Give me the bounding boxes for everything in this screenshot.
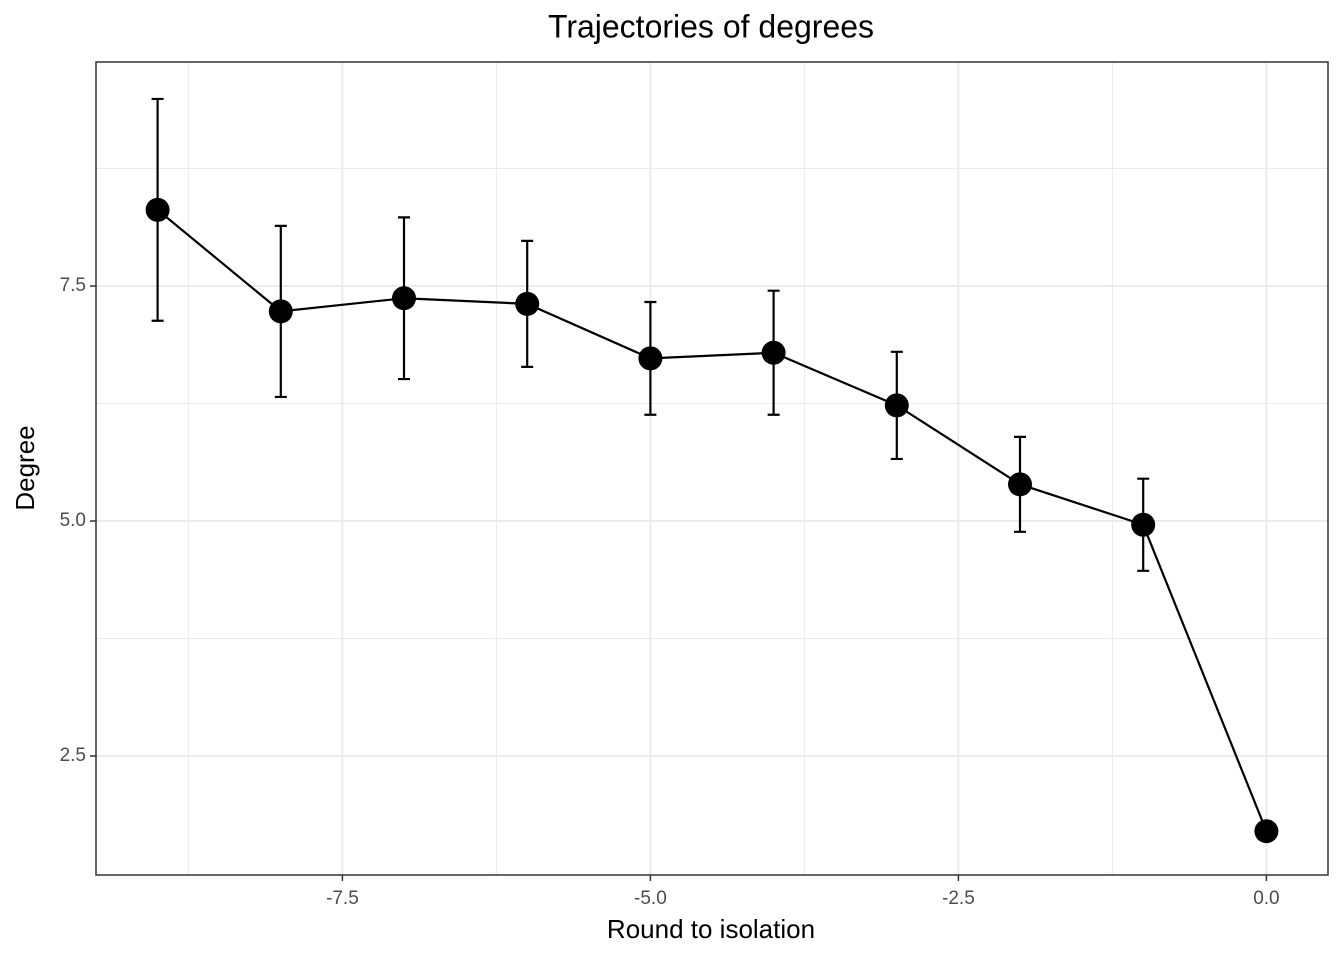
- point: [1131, 512, 1156, 537]
- point: [392, 286, 416, 311]
- point: [145, 197, 170, 222]
- point: [884, 393, 909, 418]
- plot-border: [95, 61, 1329, 876]
- point: [515, 291, 540, 316]
- point: [638, 346, 663, 371]
- y-tick-label: 5.0: [60, 510, 86, 531]
- x-tick-label: -2.5: [942, 888, 975, 909]
- x-axis-title: Round to isolation: [607, 914, 815, 944]
- x-tick-label: -5.0: [634, 888, 667, 909]
- x-tick-label: -7.5: [326, 888, 359, 909]
- point: [1254, 819, 1279, 844]
- line: [156, 209, 1268, 832]
- y-axis-title: Degree: [10, 425, 40, 510]
- x-tick-label: 0.0: [1253, 888, 1279, 909]
- point: [1008, 472, 1032, 497]
- y-tick-label: 7.5: [60, 275, 86, 296]
- chart-title: Trajectories of degrees: [548, 8, 874, 44]
- point: [761, 340, 786, 365]
- y-tick-label: 2.5: [60, 745, 86, 766]
- point: [268, 299, 293, 324]
